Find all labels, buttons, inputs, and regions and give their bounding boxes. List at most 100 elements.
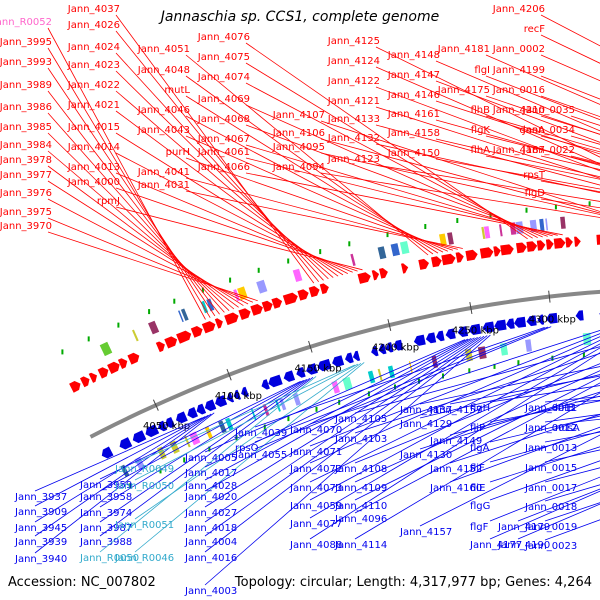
bottom-leader-line [354,370,600,483]
top-leader-line [47,180,244,306]
kbp-tick-mark [152,399,159,411]
bottom-leader-line [309,336,600,464]
bottom-gene-label: Jann_4028 [184,481,237,492]
bottom-leader-line [489,476,600,522]
top-leader-line [245,82,538,238]
forward-gene [319,283,329,295]
reverse-gene [425,332,437,344]
top-leader-line [115,70,329,280]
genome-backbone [89,289,600,439]
forward-cog-block [483,226,491,239]
reverse-gene [176,411,188,424]
top-gene-label: Jann_4095 [272,142,325,153]
top-gene-label: Jann_0022 [522,145,575,156]
reverse-gene [393,339,404,351]
bottom-leader-line [489,431,600,463]
forward-gene [297,289,309,301]
top-gene-label: Jann_4013 [67,162,120,173]
bottom-gene-label: Jann_4077 [289,519,342,530]
bottom-leader-line [99,379,304,492]
forward-gene [164,336,178,349]
bottom-gene-label: Jann_R0050 [114,481,174,492]
top-leader-line [375,124,600,186]
reverse-track-tick [517,360,520,366]
top-gene-label: Jann_4031 [137,180,190,191]
top-leader-line [435,60,600,132]
top-gene-label: Jann_3977 [0,170,52,181]
bottom-gene-label: Jann_3939 [14,537,67,548]
top-leader-line [540,155,600,170]
forward-gene [357,272,371,284]
forward-cog-block [256,279,268,294]
forward-gene [553,238,566,249]
forward-gene [455,252,464,263]
bottom-gene-label: flgF [470,522,489,533]
bottom-leader-line [204,339,466,453]
top-gene-label: Jann_4150 [387,148,440,159]
forward-gene [536,240,546,251]
reverse-gene [145,424,160,438]
genome-title: Jannaschia sp. CCS1, complete genome [160,9,440,25]
top-gene-label: Jann_0016 [492,85,545,96]
reverse-cog-block [292,392,301,406]
top-leader-line [320,120,600,212]
top-leader-line [245,172,563,236]
top-gene-label: Jann_4123 [327,154,380,165]
bottom-gene-label: Jann_4149 [429,436,482,447]
reverse-cog-block [225,417,234,431]
bottom-gene-label: Jann_3945 [14,523,67,534]
forward-gene [271,297,283,309]
forward-gene [88,372,97,383]
top-leader-line [245,144,553,237]
bottom-leader-line [309,329,600,425]
top-leader-line [115,52,324,281]
forward-cog-block [377,246,387,260]
reverse-gene [546,312,558,324]
top-leader-line [375,86,600,172]
bottom-leader-line [254,326,549,443]
reverse-gene [332,355,345,367]
bottom-gene-label: Jann_4072 [289,464,342,475]
bottom-leader-line [99,377,311,523]
top-gene-label: flgD [525,188,546,199]
top-gene-label: Jann_4122 [327,76,380,87]
reverse-track-tick [338,399,341,405]
forward-cog-block [545,218,549,231]
bottom-gene-label: fliP [470,423,485,434]
bottom-gene-label: Jann_0017 [524,483,577,494]
bottom-leader-line [354,382,600,514]
forward-track-tick [525,207,528,213]
bottom-leader-line [254,326,552,450]
forward-gene [479,247,494,259]
reverse-gene [468,323,482,335]
forward-gene [201,321,216,334]
reverse-cog-block [377,368,383,381]
top-leader-line [485,115,600,150]
bottom-gene-label: Jann_4004 [184,537,237,548]
bottom-gene-label: Jann_R0049 [114,464,174,475]
reverse-track-tick [183,457,186,463]
forward-cog-block [481,226,486,239]
kbp-tick-label: 4050 kbp [143,421,190,432]
forward-cog-block [499,224,503,237]
forward-cog-block [178,310,184,323]
reverse-gene [306,363,318,375]
reverse-gene [345,352,354,364]
reverse-gene [413,334,426,346]
bottom-gene-label: Jann_4088 [289,540,342,551]
bottom-leader-line [134,363,359,481]
bottom-gene-label: Jann_4020 [184,492,237,503]
bottom-gene-label: Jann_3959 [79,480,132,491]
top-gene-label: Jann_4187 [492,145,545,156]
top-leader-line [185,177,458,250]
reverse-cog-block [189,431,201,446]
forward-track-tick [588,201,591,207]
forward-track-tick [87,336,90,342]
bottom-leader-line [34,417,203,492]
bottom-gene-label: Jann_4179 [497,522,550,533]
bottom-gene-label: Jann_R0046 [114,553,174,564]
reverse-gene [196,403,207,415]
reverse-gene [119,437,133,450]
forward-gene [516,242,527,254]
bottom-leader-line [517,488,600,522]
